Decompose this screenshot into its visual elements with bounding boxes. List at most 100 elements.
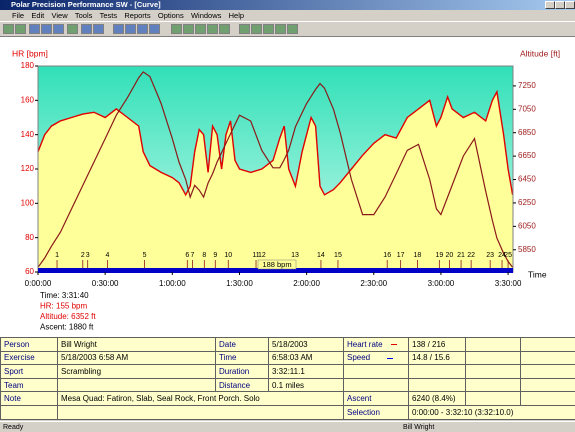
toolbar-button[interactable] bbox=[275, 24, 286, 34]
toolbar-button[interactable] bbox=[149, 24, 160, 34]
toolbar-button[interactable] bbox=[195, 24, 206, 34]
x-tick-label: 1:00:00 bbox=[159, 279, 186, 288]
x-tick-label: 0:00:00 bbox=[25, 279, 52, 288]
menu-item[interactable]: Reports bbox=[124, 11, 151, 20]
cursor-readout: Ascent: 1880 ft bbox=[40, 323, 94, 332]
lap-label: 21 bbox=[457, 252, 465, 259]
toolbar-button[interactable] bbox=[125, 24, 136, 34]
close-button[interactable] bbox=[565, 1, 575, 9]
y2-tick-label: 6250 bbox=[518, 198, 536, 207]
toolbar-button[interactable] bbox=[3, 24, 14, 34]
lap-label: 18 bbox=[414, 252, 422, 259]
label: Team bbox=[0, 377, 58, 393]
value: 0.1 miles bbox=[268, 377, 344, 393]
hr-area bbox=[38, 91, 513, 272]
value: 6240 (8.4%) bbox=[408, 391, 466, 406]
toolbar-button[interactable] bbox=[67, 24, 78, 34]
lap-label: 3 bbox=[86, 252, 90, 259]
value: Mesa Quad: Fatiron, Slab, Seal Rock, Fro… bbox=[57, 391, 344, 406]
lap-label: 23 bbox=[486, 252, 494, 259]
label: Heart rate bbox=[343, 337, 409, 352]
lap-label: 7 bbox=[191, 252, 195, 259]
menu-item[interactable]: Help bbox=[228, 11, 245, 20]
annotation-box bbox=[257, 259, 297, 270]
toolbar-button[interactable] bbox=[239, 24, 250, 34]
toolbar-button[interactable] bbox=[251, 24, 262, 34]
status-text: Ready bbox=[3, 424, 24, 431]
label: Ascent bbox=[343, 391, 409, 406]
status-user: Bill Wright bbox=[403, 424, 435, 431]
lap-label: 25 bbox=[504, 252, 512, 259]
annotation: 188 bpm bbox=[262, 260, 291, 269]
y2-tick-label: 6650 bbox=[518, 151, 536, 160]
cell bbox=[465, 337, 521, 352]
toolbar-button[interactable] bbox=[53, 24, 64, 34]
y-tick-label: 80 bbox=[25, 233, 34, 242]
y-tick-label: 100 bbox=[21, 198, 35, 207]
toolbar-button[interactable] bbox=[219, 24, 230, 34]
menu-item[interactable]: File bbox=[12, 11, 25, 20]
lap-label: 6 bbox=[185, 252, 189, 259]
legend-dash bbox=[390, 344, 397, 346]
lap-label: 5 bbox=[143, 252, 147, 259]
toolbar-button[interactable] bbox=[93, 24, 104, 34]
cell bbox=[465, 364, 521, 379]
value bbox=[57, 377, 216, 393]
value: 14.8 / 15.6 bbox=[408, 350, 466, 366]
y-tick-label: 180 bbox=[21, 61, 35, 70]
minimize-button[interactable] bbox=[545, 1, 555, 9]
label: Exercise bbox=[0, 350, 58, 366]
label: Duration bbox=[215, 364, 269, 379]
toolbar-button[interactable] bbox=[207, 24, 218, 34]
menu-item[interactable]: Tools bbox=[74, 11, 93, 20]
toolbar-button[interactable] bbox=[183, 24, 194, 34]
toolbar-button[interactable] bbox=[263, 24, 274, 34]
toolbar-button[interactable] bbox=[113, 24, 124, 34]
cursor-readout: HR: 155 bpm bbox=[40, 302, 87, 311]
lap-label: 11 bbox=[252, 252, 259, 259]
menu-item[interactable]: Tests bbox=[99, 11, 118, 20]
cell bbox=[465, 350, 521, 366]
lap-label: 2 bbox=[81, 252, 85, 259]
x-tick-label: 3:00:00 bbox=[428, 279, 455, 288]
label: Sport bbox=[0, 364, 58, 379]
toolbar-button[interactable] bbox=[15, 24, 26, 34]
lap-label: 14 bbox=[317, 252, 325, 259]
lap-label: 15 bbox=[334, 252, 342, 259]
toolbar-button[interactable] bbox=[41, 24, 52, 34]
lap-label: 13 bbox=[291, 252, 299, 259]
x-axis-title: Time bbox=[528, 269, 547, 279]
label: Distance bbox=[215, 377, 269, 393]
x-tick-label: 1:30:00 bbox=[226, 279, 253, 288]
toolbar-button[interactable] bbox=[137, 24, 148, 34]
label-text: Speed bbox=[347, 353, 371, 363]
toolbar-button[interactable] bbox=[287, 24, 298, 34]
hr-limit-bar bbox=[38, 268, 513, 273]
label: Person bbox=[0, 337, 58, 352]
lap-label: 9 bbox=[213, 252, 217, 259]
toolbar-button[interactable] bbox=[81, 24, 92, 34]
value: Bill Wright bbox=[57, 337, 216, 352]
hr-line bbox=[37, 89, 514, 197]
cell bbox=[520, 391, 575, 406]
value: 5/18/2003 bbox=[268, 337, 344, 352]
cell bbox=[520, 377, 575, 393]
cell bbox=[465, 391, 521, 406]
menu-item[interactable]: View bbox=[51, 11, 68, 20]
legend-dash bbox=[387, 357, 394, 359]
label: Selection bbox=[343, 404, 409, 420]
label: Time bbox=[215, 350, 269, 366]
menu-item[interactable]: Edit bbox=[31, 11, 45, 20]
menu-item[interactable]: Options bbox=[157, 11, 184, 20]
menu-bar: File Edit View Tools Tests Reports Optio… bbox=[0, 10, 575, 21]
toolbar-button[interactable] bbox=[171, 24, 182, 34]
y-tick-label: 140 bbox=[21, 130, 35, 139]
toolbar-button[interactable] bbox=[29, 24, 40, 34]
menu-item[interactable]: Windows bbox=[190, 11, 222, 20]
maximize-button[interactable] bbox=[555, 1, 565, 9]
y-tick-label: 160 bbox=[21, 95, 35, 104]
cell bbox=[408, 364, 466, 379]
toolbar bbox=[0, 21, 575, 37]
